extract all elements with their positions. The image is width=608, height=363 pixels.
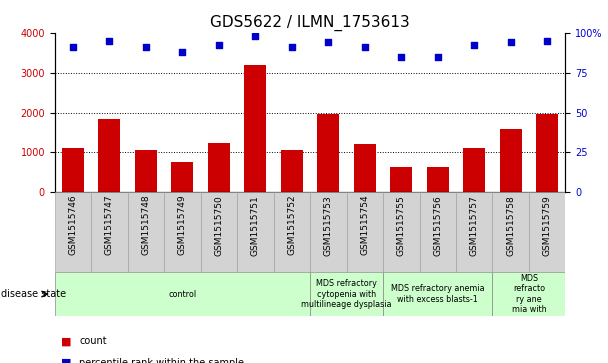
Point xyxy=(542,38,552,44)
Bar xyxy=(55,192,91,272)
Bar xyxy=(420,192,456,272)
Bar xyxy=(310,272,383,316)
Point xyxy=(105,38,114,44)
Bar xyxy=(536,114,558,192)
Bar xyxy=(274,192,310,272)
Text: GSM1515752: GSM1515752 xyxy=(288,195,296,256)
Point xyxy=(506,39,516,45)
Text: percentile rank within the sample: percentile rank within the sample xyxy=(79,358,244,363)
Bar xyxy=(55,272,310,316)
Bar xyxy=(135,150,157,192)
Point xyxy=(68,44,78,50)
Text: GSM1515749: GSM1515749 xyxy=(178,195,187,256)
Bar xyxy=(281,150,303,192)
Bar xyxy=(244,65,266,192)
Bar xyxy=(91,192,128,272)
Point xyxy=(178,49,187,55)
Bar xyxy=(98,118,120,192)
Bar xyxy=(500,129,522,192)
Text: disease state: disease state xyxy=(1,289,66,299)
Text: control: control xyxy=(168,290,196,298)
Text: GSM1515759: GSM1515759 xyxy=(543,195,551,256)
Bar xyxy=(383,192,420,272)
Text: GSM1515755: GSM1515755 xyxy=(397,195,406,256)
Bar xyxy=(310,192,347,272)
Title: GDS5622 / ILMN_1753613: GDS5622 / ILMN_1753613 xyxy=(210,15,410,31)
Bar xyxy=(237,192,274,272)
Text: count: count xyxy=(79,336,106,346)
Bar xyxy=(347,192,383,272)
Bar xyxy=(171,163,193,192)
Point xyxy=(141,44,151,50)
Bar xyxy=(208,143,230,192)
Bar xyxy=(492,192,529,272)
Bar xyxy=(383,272,492,316)
Point xyxy=(360,44,370,50)
Bar xyxy=(354,144,376,192)
Bar xyxy=(62,148,84,192)
Text: GSM1515756: GSM1515756 xyxy=(434,195,442,256)
Point xyxy=(287,44,297,50)
Bar xyxy=(427,167,449,192)
Text: GSM1515757: GSM1515757 xyxy=(470,195,478,256)
Point xyxy=(250,33,260,39)
Point xyxy=(433,54,443,60)
Text: ■: ■ xyxy=(61,358,71,363)
Bar xyxy=(390,167,412,192)
Bar xyxy=(463,148,485,192)
Text: GSM1515747: GSM1515747 xyxy=(105,195,114,256)
Text: GSM1515746: GSM1515746 xyxy=(69,195,77,256)
Text: ■: ■ xyxy=(61,336,71,346)
Text: GSM1515753: GSM1515753 xyxy=(324,195,333,256)
Text: GSM1515754: GSM1515754 xyxy=(361,195,369,256)
Bar xyxy=(529,192,565,272)
Bar xyxy=(164,192,201,272)
Text: GSM1515748: GSM1515748 xyxy=(142,195,150,256)
Text: MDS
refracto
ry ane
mia with: MDS refracto ry ane mia with xyxy=(512,274,546,314)
Text: GSM1515758: GSM1515758 xyxy=(506,195,515,256)
Text: MDS refractory
cytopenia with
multilineage dysplasia: MDS refractory cytopenia with multilinea… xyxy=(302,279,392,309)
Bar xyxy=(317,114,339,192)
Point xyxy=(214,42,224,48)
Point xyxy=(396,54,406,60)
Text: MDS refractory anemia
with excess blasts-1: MDS refractory anemia with excess blasts… xyxy=(391,284,485,304)
Text: GSM1515751: GSM1515751 xyxy=(251,195,260,256)
Bar xyxy=(128,192,164,272)
Bar xyxy=(201,192,237,272)
Point xyxy=(469,42,479,48)
Bar xyxy=(456,192,492,272)
Point xyxy=(323,39,333,45)
Text: GSM1515750: GSM1515750 xyxy=(215,195,223,256)
Bar xyxy=(492,272,565,316)
